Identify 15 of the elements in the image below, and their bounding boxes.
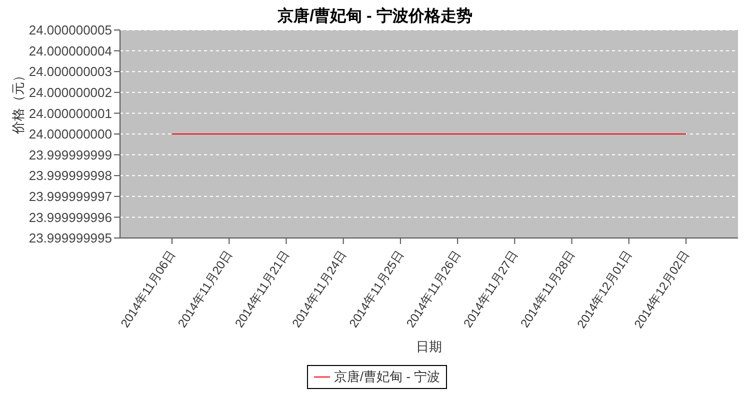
- x-axis-title: 日期: [416, 339, 442, 354]
- y-tick-label: 23.999999996: [28, 210, 112, 225]
- y-tick-label: 23.999999999: [28, 147, 112, 162]
- y-tick-label: 24.000000002: [28, 85, 112, 100]
- y-tick-label: 23.999999995: [28, 230, 112, 246]
- y-axis-title: 价格（元）: [10, 69, 26, 135]
- y-tick-label: 24.000000001: [28, 106, 112, 121]
- legend-label: 京唐/曹妃甸 - 宁波: [334, 368, 440, 386]
- chart-title: 京唐/曹妃甸 - 宁波价格走势: [278, 8, 472, 25]
- y-tick-label: 24.000000004: [28, 43, 112, 58]
- y-tick-label: 24.000000000: [28, 126, 112, 142]
- y-tick-label: 24.000000003: [28, 64, 112, 80]
- y-tick-label: 24.000000005: [28, 22, 112, 38]
- y-tick-label: 23.999999997: [28, 189, 112, 204]
- y-tick-label: 23.999999998: [28, 168, 112, 184]
